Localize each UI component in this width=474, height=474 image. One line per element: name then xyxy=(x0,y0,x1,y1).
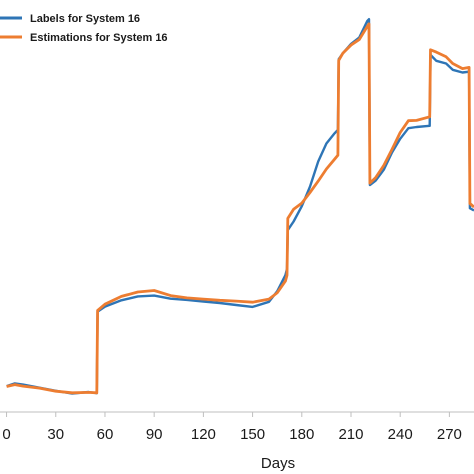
x-tick-label: 240 xyxy=(388,426,413,443)
x-tick-label: 180 xyxy=(289,426,314,443)
series-line-labels xyxy=(6,18,474,395)
x-ticks: 0 30 60 90 120 150 180 210 240 270 xyxy=(2,412,462,443)
series-line-estimations xyxy=(6,22,474,395)
legend: Labels for System 16 Estimations for Syst… xyxy=(0,13,168,44)
x-tick-label: 90 xyxy=(146,426,163,443)
x-tick-label: 270 xyxy=(437,426,462,443)
x-tick-label: 210 xyxy=(338,426,363,443)
x-tick-label: 120 xyxy=(191,426,216,443)
x-tick-label: 150 xyxy=(240,426,265,443)
x-tick-label: 30 xyxy=(47,426,64,443)
x-tick-label: 60 xyxy=(97,426,114,443)
x-tick-label: 0 xyxy=(2,426,10,443)
legend-label-estimations: Estimations for System 16 xyxy=(30,32,168,44)
legend-label-labels: Labels for System 16 xyxy=(30,13,140,25)
series-layer xyxy=(6,18,474,395)
x-axis-title: Days xyxy=(261,455,295,472)
